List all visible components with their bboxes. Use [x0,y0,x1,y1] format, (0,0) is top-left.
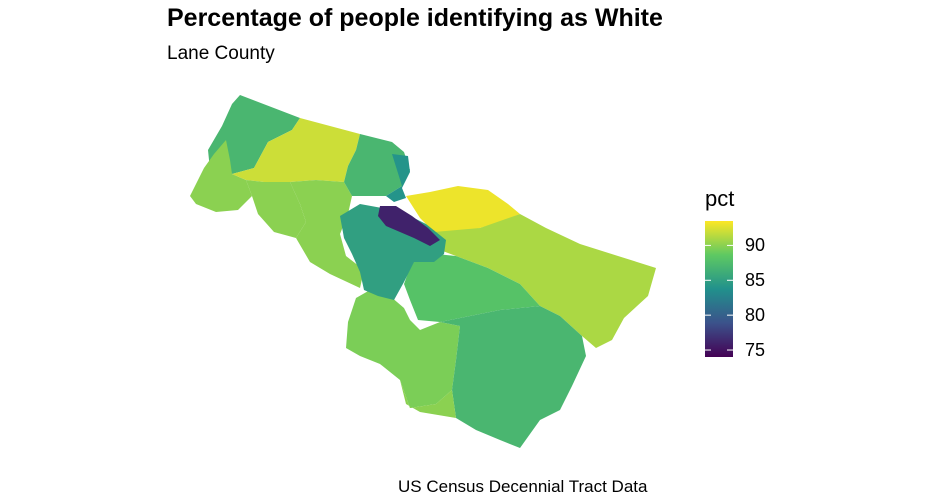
map-region-north-strip [386,154,410,202]
chart-subtitle: Lane County [167,43,275,64]
map-region-west-central [290,180,364,288]
chart-caption: US Census Decennial Tract Data [398,477,648,496]
map-region-metro-core [378,206,440,246]
map-region-north-central [232,118,360,182]
chart-title: Percentage of people identifying as Whit… [167,4,663,32]
legend-label: 85 [745,270,766,291]
legend-label: 75 [745,340,766,361]
map-region-far-west [246,180,306,238]
map-region-south-central [440,306,586,448]
map-region-southwest [346,290,460,408]
map-region-east-large [434,214,656,348]
map-region-coast-strip [190,140,252,212]
map-region-northeast-block [344,134,410,196]
map-region-southern-lobe [400,380,456,418]
legend-label: 90 [745,235,766,256]
map-region-east-yellow-block [406,186,520,234]
map-region-mid-south [404,254,540,322]
map-region-coastal-north [208,95,300,174]
legend-colorbar [705,221,733,357]
legend-title: pct [705,186,735,211]
legend-label: 80 [745,305,766,326]
